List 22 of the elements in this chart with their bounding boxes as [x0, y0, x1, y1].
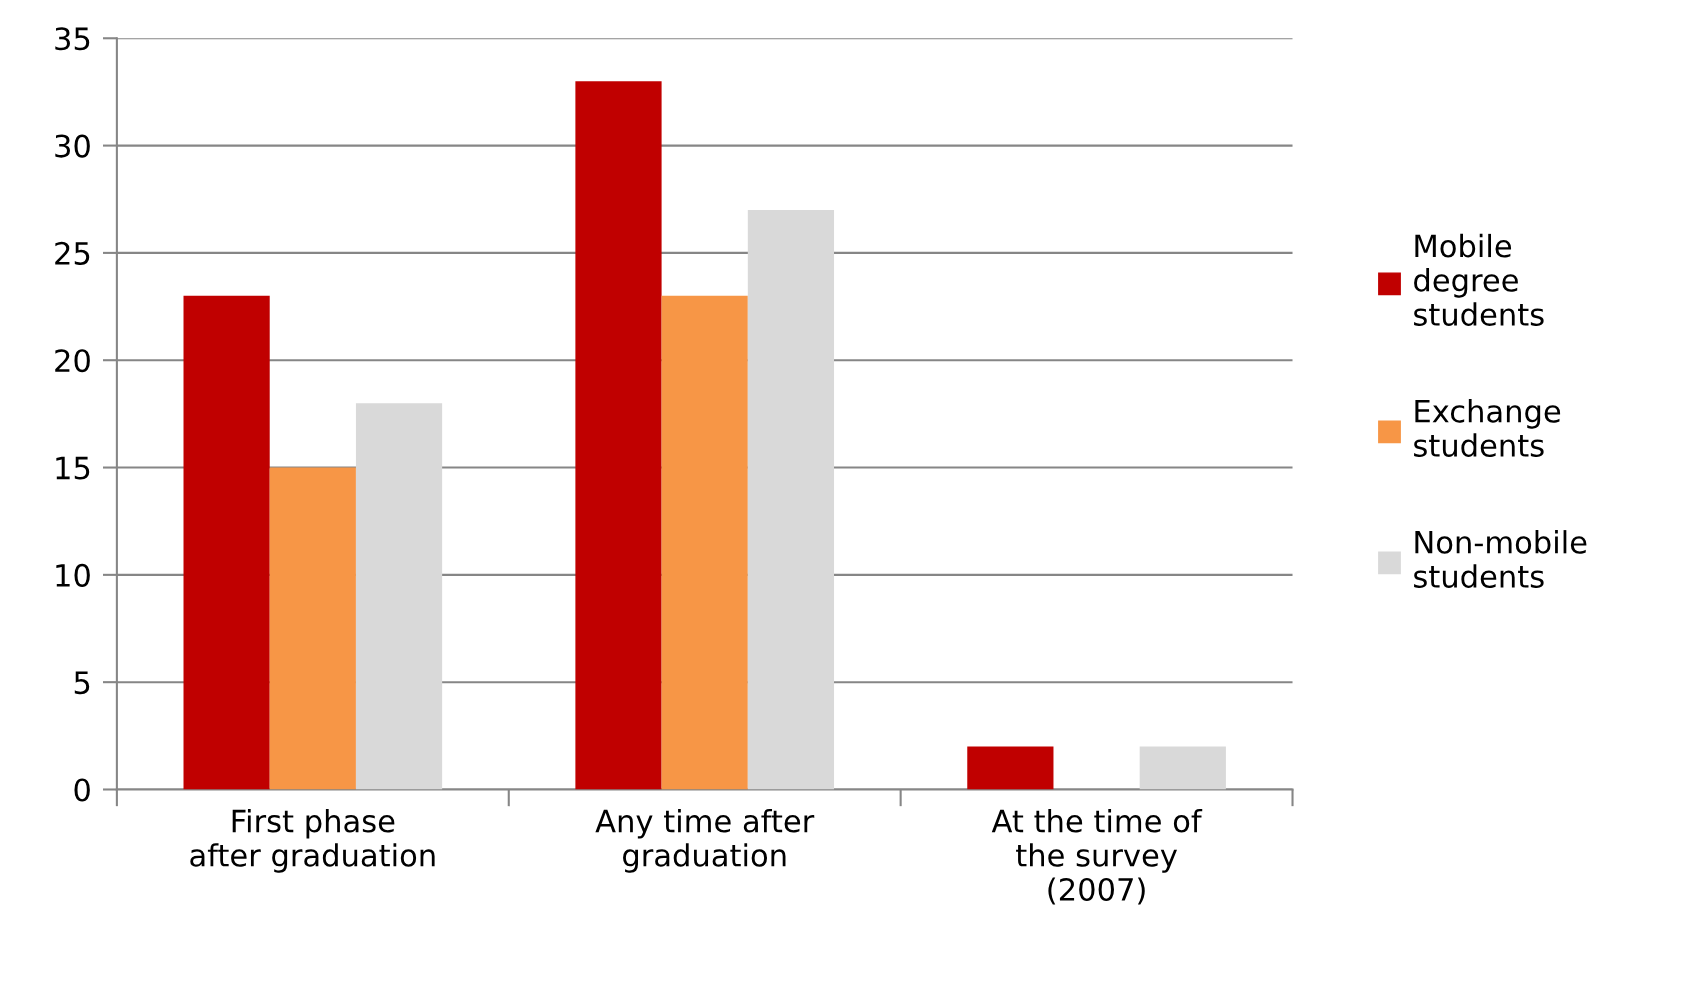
- bar: [269, 467, 356, 790]
- bar: [747, 209, 835, 790]
- y-tick-label: 0: [74, 778, 90, 802]
- bar: [183, 295, 270, 790]
- y-tick-label: 25: [55, 241, 90, 265]
- y-tick-label: 10: [56, 563, 90, 587]
- bar: [661, 295, 748, 790]
- bar: [1139, 746, 1226, 790]
- x-tick-label: First phase after graduation: [190, 808, 435, 873]
- y-tick-label: 15: [56, 456, 90, 480]
- y-tick-label: 30: [55, 134, 90, 158]
- y-tick-label: 20: [55, 349, 90, 373]
- legend-label: Non-mobile students: [1414, 530, 1587, 588]
- legend-label: Mobile degree students: [1414, 233, 1544, 326]
- bar: [355, 403, 443, 790]
- x-tick-label: Any time after graduation: [595, 808, 815, 873]
- y-tick-label: 5: [74, 671, 90, 695]
- x-tick-label: At the time of the survey (2007): [991, 808, 1203, 905]
- bar: [575, 81, 662, 790]
- bar: [967, 746, 1054, 790]
- y-tick-label: 35: [55, 27, 90, 51]
- legend-label: Exchange students: [1414, 399, 1561, 457]
